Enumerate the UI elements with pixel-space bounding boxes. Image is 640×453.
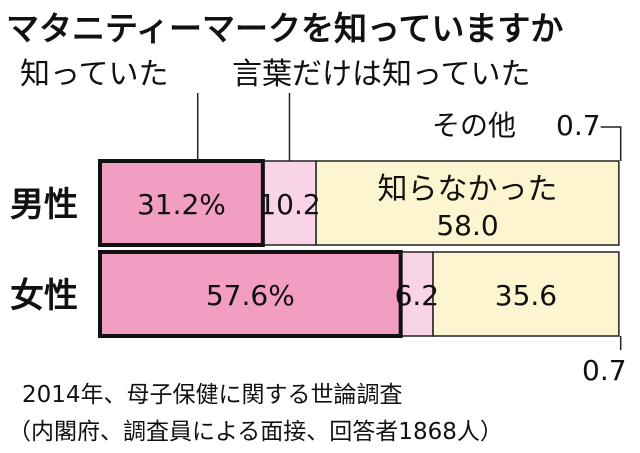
data-label: 58.0	[436, 209, 498, 242]
callout-line	[600, 126, 622, 161]
chart-title: マタニティーマークを知っていますか	[6, 9, 563, 48]
bar-outline	[98, 250, 403, 338]
bar-outline	[98, 159, 265, 247]
data-label: 31.2%	[137, 188, 226, 221]
source-note: 2014年、母子保健に関する世論調査	[22, 382, 403, 408]
callout-value: 0.7	[582, 354, 627, 387]
callout-label: 知っていた	[20, 57, 169, 92]
bar-segment	[99, 160, 264, 246]
bar-segment	[315, 160, 620, 246]
category-label: 男性	[10, 185, 78, 225]
callout-label: その他	[432, 109, 516, 142]
data-label: 57.6%	[206, 279, 295, 312]
data-label: 35.6	[495, 279, 557, 312]
data-label: 6.2	[395, 279, 440, 312]
data-label: 知らなかった	[377, 172, 557, 207]
bar-segment	[262, 160, 317, 246]
callout-value: 0.7	[556, 109, 601, 142]
source-detail: （内閣府、調査員による面接、回答者1868人）	[8, 419, 503, 445]
data-label: 10.2	[258, 188, 320, 221]
bars-group	[98, 159, 620, 338]
category-label: 女性	[10, 276, 78, 316]
callout-label: 言葉だけは知っていた	[232, 57, 531, 92]
bar-segment	[432, 251, 620, 337]
